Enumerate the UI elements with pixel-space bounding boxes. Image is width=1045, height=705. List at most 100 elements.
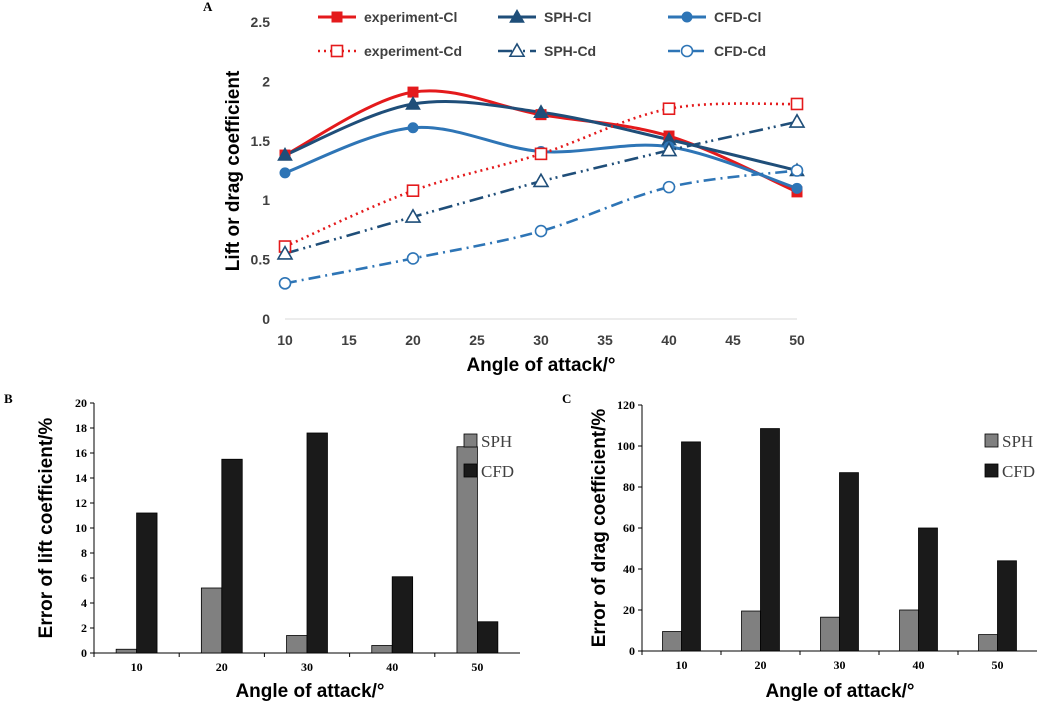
data-point-sph-cl: [533, 104, 549, 119]
y-tick-label: 20: [623, 603, 635, 617]
panel-a-line-chart: A 0 0.5 1 1.5 2 2.5 10 15 20 25 30 35 40 45 50 Angle of …: [203, 0, 806, 376]
panel-a-y-tick-label: 0: [262, 311, 270, 327]
bar-sph-40: [371, 645, 393, 654]
panel-a-y-axis-title: Lift or drag coefficient: [223, 70, 244, 271]
legend-swatch-sph: [463, 433, 478, 448]
panel-a-x-tick-label: 25: [469, 332, 485, 348]
y-tick-label: 60: [623, 521, 635, 535]
bar-cfd-50: [997, 560, 1017, 652]
panel-a-x-tick-label: 10: [277, 332, 293, 348]
bar-cfd-10: [681, 441, 701, 652]
panel-a-y-tick-label: 2.5: [251, 14, 271, 30]
y-tick-label: 20: [75, 396, 87, 410]
panel-c-y-axis-title: Error of drag coefficient/%: [589, 409, 610, 648]
x-tick-label: 20: [755, 658, 767, 672]
panel-c-bar-chart: C 0 20 40 60 80 100 120 10 20 30 40 50 Angle of attac…: [562, 391, 1037, 702]
panel-c-letter: C: [562, 391, 571, 406]
legend-marker-cfd-cd: [680, 44, 694, 58]
y-tick-label: 14: [75, 471, 87, 485]
data-point-experiment-cd: [662, 102, 676, 116]
panel-b-x-axis-title: Angle of attack/°: [235, 681, 384, 702]
data-point-sph-cd: [660, 141, 678, 157]
legend-label-cfd-cd: CFD-Cd: [714, 43, 766, 59]
bar-cfd-50: [476, 621, 499, 654]
panel-c-x-axis-title: Angle of attack/°: [765, 681, 914, 702]
y-tick-label: 100: [617, 439, 635, 453]
y-tick-label: 40: [623, 562, 635, 576]
y-tick-label: 80: [623, 480, 635, 494]
panel-a-legend: experiment-Cl SPH-Cl CFD-Cl experiment-Cd SP…: [318, 8, 766, 59]
panel-b-letter: B: [4, 391, 13, 406]
data-point-experiment-cd: [790, 97, 804, 111]
data-point-cfd-cd: [790, 164, 804, 177]
x-tick-label: 50: [992, 658, 1004, 672]
panel-a-x-tick-label: 45: [725, 332, 741, 348]
y-tick-label: 8: [81, 546, 87, 560]
legend-marker-sph-cd: [508, 42, 526, 58]
panel-c-legend: SPH CFD: [984, 432, 1035, 481]
y-tick-label: 0: [629, 644, 635, 658]
bar-cfd-40: [918, 527, 938, 652]
data-point-cfd-cd: [662, 180, 676, 194]
data-point-cfd-cl: [407, 122, 419, 134]
panel-a-x-tick-label: 15: [341, 332, 357, 348]
data-point-sph-cd: [788, 113, 806, 128]
bar-sph-30: [286, 635, 308, 654]
y-tick-label: 16: [75, 446, 87, 460]
y-tick-label: 12: [75, 496, 87, 510]
data-point-experiment-cd: [534, 147, 548, 161]
data-point-experiment-cd: [406, 184, 420, 197]
series-line-cfd-cd: [284, 169, 798, 285]
legend-marker-experiment-cl: [331, 11, 343, 23]
y-tick-label: 0: [81, 646, 87, 660]
bar-cfd-30: [839, 472, 859, 652]
data-point-experiment-cl: [407, 86, 419, 98]
legend-label-sph: SPH: [1002, 432, 1033, 451]
data-point-sph-cd: [404, 208, 422, 223]
panel-a-x-tick-label: 20: [405, 332, 421, 348]
x-tick-label: 40: [386, 660, 398, 674]
data-point-cfd-cd: [278, 277, 292, 290]
data-point-cfd-cd: [406, 252, 420, 265]
y-tick-label: 120: [617, 398, 635, 412]
panel-a-x-tick-label: 35: [597, 332, 613, 348]
x-tick-label: 20: [216, 660, 228, 674]
data-point-cfd-cd: [534, 224, 548, 238]
legend-label-cfd: CFD: [1002, 462, 1035, 481]
data-point-cfd-cl: [791, 182, 803, 194]
legend-label-cfd: CFD: [481, 462, 514, 481]
legend-marker-cfd-cl: [681, 11, 693, 23]
x-tick-label: 50: [471, 660, 483, 674]
legend-swatch-cfd: [463, 463, 478, 478]
panel-a-y-tick-label: 1.5: [251, 133, 271, 149]
panel-a-y-tick-label: 2: [262, 73, 270, 89]
legend-marker-sph-cl: [509, 8, 525, 23]
bar-cfd-30: [306, 432, 328, 654]
data-point-sph-cd: [276, 245, 294, 260]
y-tick-label: 6: [81, 571, 87, 585]
bar-cfd-10: [136, 512, 158, 654]
legend-label-sph-cl: SPH-Cl: [544, 9, 591, 25]
y-tick-label: 18: [75, 421, 87, 435]
panel-b-legend: SPH CFD: [463, 432, 514, 481]
panel-a-x-tick-label: 30: [533, 332, 549, 348]
bar-sph-20: [200, 587, 223, 654]
panel-b-y-axis-title: Error of lift coefficient/%: [36, 418, 57, 639]
x-tick-label: 40: [913, 658, 925, 672]
panel-a-x-tick-label: 50: [789, 332, 805, 348]
legend-swatch-cfd: [984, 463, 999, 478]
legend-label-experiment-cd: experiment-Cd: [364, 43, 462, 59]
legend-label-experiment-cl: experiment-Cl: [364, 9, 457, 25]
x-tick-label: 30: [301, 660, 313, 674]
bar-sph-40: [899, 609, 919, 652]
data-point-sph-cd: [532, 172, 550, 188]
data-point-sph-cl: [405, 95, 421, 110]
bar-cfd-20: [221, 458, 243, 654]
data-point-sph-cl: [277, 147, 293, 161]
panel-a-x-tick-label: 40: [661, 332, 677, 348]
legend-label-sph-cd: SPH-Cd: [544, 43, 596, 59]
panel-a-y-tick-label: 1: [262, 192, 270, 208]
x-tick-label: 10: [676, 658, 688, 672]
bar-sph-50: [978, 634, 998, 652]
